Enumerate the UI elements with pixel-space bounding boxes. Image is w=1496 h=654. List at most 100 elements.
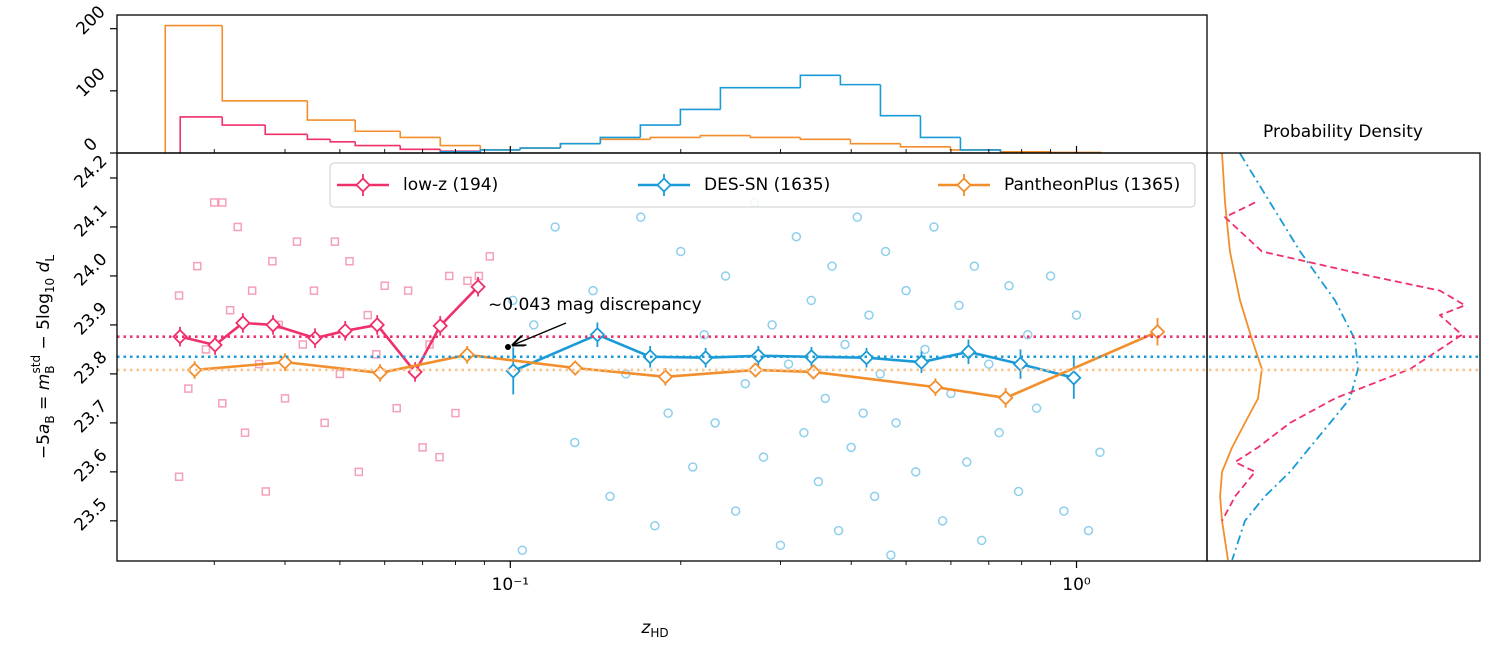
y-tick-label: 24.0 — [71, 249, 112, 290]
scatter-point — [1022, 329, 1033, 340]
hist-bin — [799, 74, 841, 88]
marker — [265, 317, 281, 333]
scatter-point — [435, 452, 444, 462]
marker — [369, 317, 385, 333]
hist-bin — [179, 116, 223, 153]
y-tick-label: 23.5 — [71, 494, 112, 535]
hist-bin — [799, 137, 851, 141]
density-curve — [1231, 153, 1359, 561]
hist-bin — [599, 136, 641, 144]
marker — [172, 328, 188, 345]
scatter-point — [880, 246, 891, 257]
scatter-point — [517, 545, 528, 555]
hist-bin — [999, 149, 1051, 153]
scatter-point — [676, 246, 686, 257]
x-axis-label-sub: HD — [650, 626, 668, 640]
hist-bin — [519, 147, 561, 150]
scatter-point — [320, 418, 329, 428]
scatter-point — [699, 329, 709, 340]
y-tick-label: 23.6 — [71, 445, 112, 486]
marker — [372, 365, 388, 381]
hist-bin — [559, 142, 601, 149]
scatter-point — [937, 516, 948, 526]
y-axis-label-part: B — [43, 415, 57, 423]
hist-bin — [599, 138, 651, 144]
scatter-point — [354, 467, 364, 477]
scatter-point — [720, 271, 731, 281]
hist-y-tick-label: 0 — [80, 134, 102, 156]
scatter-point — [570, 437, 580, 448]
scatter-point — [292, 237, 302, 246]
x-axis-label: zHD — [640, 618, 668, 640]
scatter-point — [740, 378, 751, 389]
scatter-point — [929, 222, 939, 232]
scatter-point — [309, 286, 319, 295]
hist-bin — [839, 75, 881, 86]
hist-y-tick-label: 100 — [72, 64, 109, 101]
scatter-point — [225, 305, 235, 315]
y-axis-label-part: d — [34, 261, 54, 272]
scatter-point — [218, 399, 227, 408]
marker — [235, 315, 251, 331]
legend-marker — [355, 177, 371, 193]
scatter-point — [710, 418, 720, 428]
marker — [805, 364, 822, 380]
scatter-point — [210, 198, 219, 207]
marker — [207, 337, 223, 353]
scatter-point — [233, 222, 242, 232]
density-curve — [1221, 201, 1466, 522]
scatter-point — [261, 487, 271, 496]
hist-bin — [306, 100, 356, 121]
scatter-point — [1059, 506, 1069, 516]
hist-bin — [264, 125, 308, 136]
annotation-arrow — [513, 322, 567, 345]
marker — [1149, 324, 1166, 340]
scatter-point — [852, 212, 863, 222]
y-axis-label-part: = — [34, 390, 54, 415]
hist-bin — [679, 108, 721, 126]
marker — [277, 354, 293, 370]
scatter-point — [1045, 271, 1056, 281]
marker — [927, 379, 944, 395]
scatter-point — [636, 212, 646, 222]
marker — [657, 369, 674, 385]
marker — [459, 347, 475, 363]
hist-bin — [749, 135, 801, 139]
scatter-point — [984, 359, 994, 369]
scatter-point — [799, 427, 809, 438]
scatter-point — [783, 359, 794, 369]
y-axis-label-part: − 5log — [34, 293, 54, 355]
hist-bin — [479, 149, 521, 152]
scatter-point — [910, 467, 921, 477]
hist-bin — [164, 24, 223, 153]
scatter-point — [247, 286, 257, 295]
hist-bin — [899, 143, 951, 148]
scatter-point — [962, 457, 972, 467]
legend: low-z (194) DES-SN (1635) PantheonPlus (13… — [329, 162, 1196, 208]
density-plot — [1219, 153, 1466, 561]
y-axis-label-part: B — [43, 365, 57, 373]
hist-y-tick-label: 200 — [72, 2, 109, 39]
scatter-point — [827, 261, 837, 271]
scatter-point — [901, 285, 911, 296]
scatter-point — [529, 320, 539, 330]
hist-bin — [439, 137, 481, 147]
legend-box — [329, 162, 1196, 208]
y-tick-label: 24.1 — [71, 201, 112, 242]
scatter-point — [298, 340, 308, 349]
hist-bin — [329, 139, 356, 143]
scatter-point — [605, 491, 615, 502]
scatter-point — [833, 525, 844, 536]
scatter-point — [758, 452, 769, 462]
scatter-point — [1083, 525, 1094, 536]
x-axis-label-main: z — [640, 618, 651, 638]
scatter-point — [380, 281, 389, 290]
scatter-point — [813, 476, 824, 487]
hist-bin — [699, 134, 751, 138]
scatter-point — [588, 285, 598, 296]
scatter-point — [886, 550, 896, 560]
scatter-point — [335, 369, 345, 379]
scatter-point — [1031, 403, 1042, 413]
scatter-point — [418, 443, 427, 452]
density-curve — [1219, 153, 1263, 561]
